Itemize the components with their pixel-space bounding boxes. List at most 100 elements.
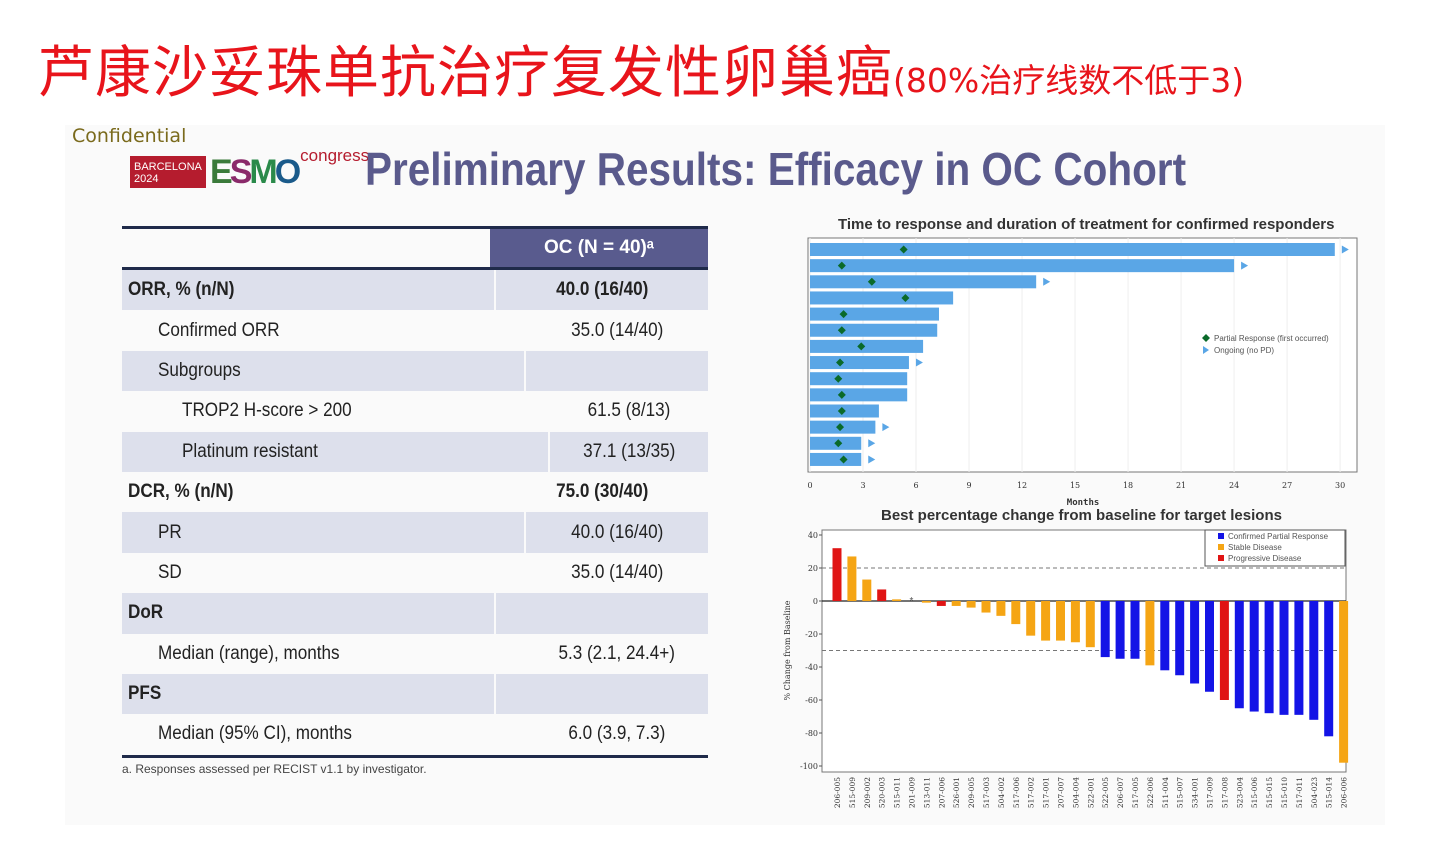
row-value: 35.0 (14/40) (570, 561, 664, 583)
row-value: 5.3 (2.1, 24.4+) (558, 642, 676, 664)
duration-bar (810, 323, 938, 337)
table-row: PR 40.0 (16/40) (122, 512, 708, 553)
row-label: PFS (128, 683, 162, 705)
x-tick-label: 517-003 (982, 777, 991, 808)
partial-response-marker (837, 407, 846, 415)
row-label: PR (158, 521, 182, 543)
waterfall-bar (892, 599, 902, 601)
row-label: Median (95% CI), months (158, 723, 352, 745)
x-tick-label: 12 (1017, 481, 1027, 490)
row-value: 40.0 (16/40) (555, 279, 649, 301)
legend-swatch (1218, 544, 1224, 550)
column-header: OC (N = 40)ᵃ (490, 229, 708, 267)
x-tick-label: 526-001 (952, 777, 961, 808)
x-tick-label: 517-008 (1220, 777, 1229, 808)
row-value: 35.0 (14/40) (570, 319, 664, 341)
footnote: a. Responses assessed per RECIST v1.1 by… (122, 762, 427, 776)
table-row: Platinum resistant 37.1 (13/35) (122, 431, 708, 472)
waterfall-bar (1130, 601, 1140, 659)
duration-bar (810, 356, 909, 370)
x-tick-label: 515-014 (1325, 777, 1334, 808)
x-tick-label: 9 (966, 481, 971, 490)
waterfall-bar (1056, 601, 1065, 641)
waterfall-bar (951, 601, 961, 606)
legend-pr-marker (1202, 334, 1210, 342)
partial-response-marker (839, 310, 848, 319)
waterfall-bar (1339, 601, 1349, 763)
logo-year: 2024 (134, 173, 159, 185)
duration-bar (810, 291, 954, 305)
row-label: DCR, % (n/N) (128, 481, 234, 503)
row-label: Confirmed ORR (158, 319, 280, 341)
ongoing-arrow (882, 423, 890, 432)
legend-swatch (1218, 555, 1224, 561)
x-tick-label: 515-006 (1250, 777, 1259, 808)
x-tick-label: 517-002 (1027, 777, 1036, 808)
y-tick-label: -60 (805, 696, 818, 705)
partial-response-marker (857, 342, 866, 351)
duration-bar (810, 388, 908, 402)
x-tick-label: 27 (1282, 481, 1292, 490)
x-tick-label: 207-007 (1057, 777, 1066, 808)
esmo-logo: BARCELONA 2024 ESMO congress (130, 146, 369, 189)
x-tick-label: 522-001 (1086, 777, 1095, 808)
partial-response-marker (836, 423, 845, 432)
headline-sub: (80%治疗线数不低于3) (893, 61, 1245, 100)
x-tick-label: 201-009 (908, 777, 917, 808)
x-tick-label: 3 (860, 481, 865, 490)
table-row: TROP2 H-score > 200 61.5 (8/13) (122, 391, 708, 431)
table-row: Median (range), months 5.3 (2.1, 24.4+) (122, 634, 708, 674)
row-label: TROP2 H-score > 200 (182, 400, 352, 422)
y-tick-label: -80 (805, 729, 818, 738)
table-row: PFS (122, 673, 708, 715)
waterfall-bar (1115, 601, 1125, 659)
waterfall-bar (981, 601, 991, 613)
slide-title: Preliminary Results: Efficacy in OC Coho… (365, 143, 1187, 195)
x-tick-label: 504-004 (1071, 777, 1080, 808)
waterfall-bar (1324, 601, 1334, 737)
y-tick-label: -40 (805, 663, 818, 672)
x-tick-label: 30 (1335, 481, 1345, 490)
row-label: SD (158, 561, 182, 583)
partial-response-marker (834, 439, 843, 448)
legend-swatch (1218, 533, 1224, 539)
waterfall-bar (1160, 601, 1170, 671)
x-tick-label: 522-006 (1146, 777, 1155, 808)
waterfall-bar (1041, 601, 1051, 641)
x-tick-label: 515-015 (1265, 777, 1274, 808)
row-label: ORR, % (n/N) (128, 279, 235, 301)
waterfall-bar (1175, 601, 1185, 676)
partial-response-marker (836, 358, 845, 367)
partial-response-marker (867, 277, 876, 286)
y-tick-label: 0 (813, 597, 818, 606)
waterfall-bar (877, 589, 887, 601)
table-row: DoR (122, 593, 708, 634)
plot-area (807, 237, 1358, 473)
legend-label: Confirmed Partial Response (1228, 532, 1329, 541)
partial-response-marker (839, 455, 848, 464)
swimmer-title: Time to response and duration of treatme… (838, 216, 1335, 233)
legend-label: Stable Disease (1228, 543, 1282, 552)
x-tick-label: 209-002 (863, 777, 872, 808)
logo-city-name: BARCELONA (134, 161, 202, 173)
row-label: DoR (128, 602, 164, 624)
table-row: Median (95% CI), months 6.0 (3.9, 7.3) (122, 714, 708, 754)
duration-bar (810, 275, 1037, 289)
y-tick-label: 40 (808, 531, 818, 540)
x-tick-label: 517-006 (1012, 777, 1021, 808)
waterfall-bar (1249, 601, 1259, 712)
legend-label: Progressive Disease (1228, 554, 1302, 563)
x-tick-label: 15 (1070, 481, 1080, 490)
swimmer-plot: 0 3 6 9 12 15 18 21 24 27 30 Months Partial Response… (807, 237, 1358, 508)
duration-bar (810, 307, 939, 321)
partial-response-marker (837, 326, 846, 335)
waterfall-bar (832, 548, 842, 601)
partial-response-marker (901, 293, 910, 302)
duration-bar (810, 243, 1335, 256)
duration-bar (810, 259, 1235, 273)
ongoing-arrow (915, 358, 923, 367)
x-tick-label: 517-011 (1295, 777, 1304, 808)
waterfall-bar (1100, 601, 1110, 658)
duration-bar (810, 452, 862, 466)
waterfall-bar (1264, 601, 1274, 714)
